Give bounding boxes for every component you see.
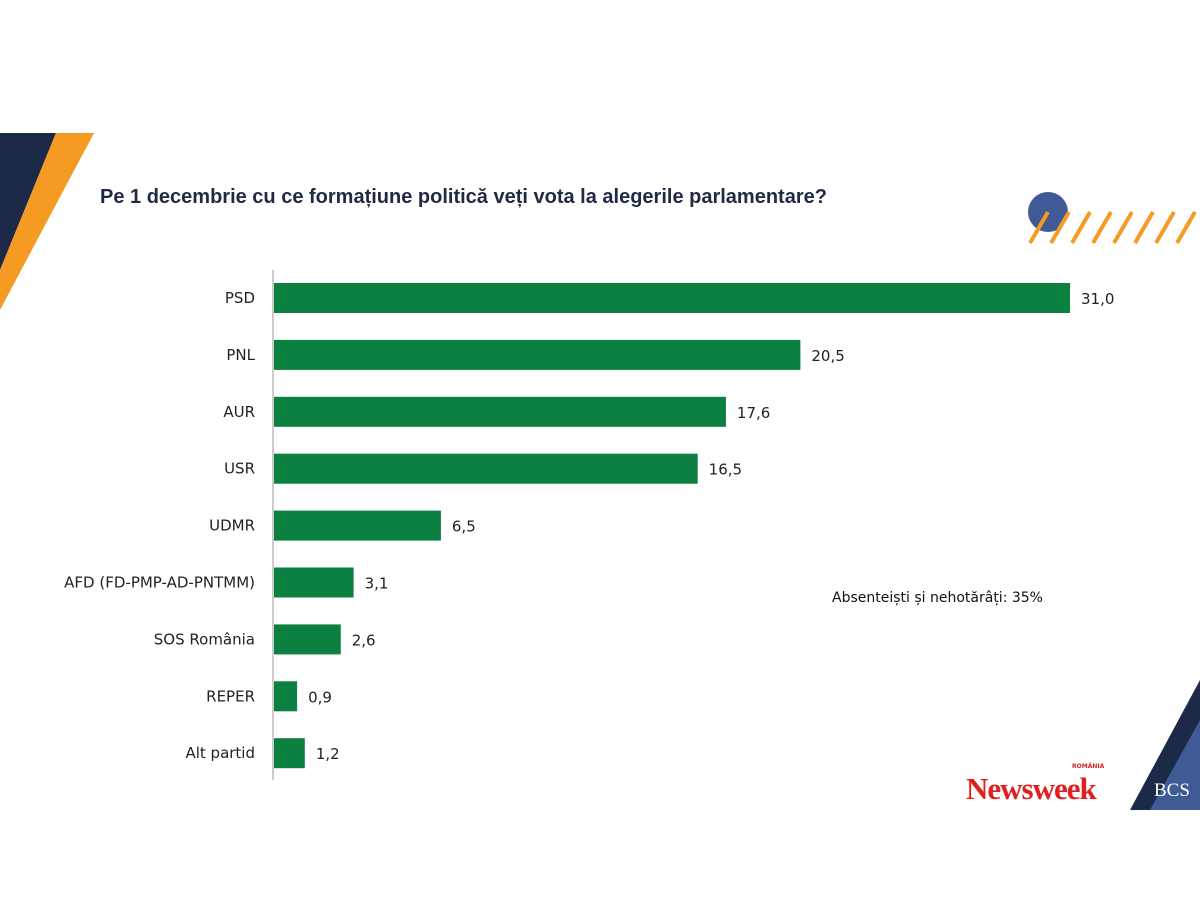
orange-stripe [0,133,94,310]
category-label: Alt partid [185,744,255,762]
category-label: SOS România [154,630,255,648]
category-label: PSD [225,289,255,307]
value-label: 6,5 [452,518,476,536]
newsweek-sub-logo: ROMÂNIA [1072,763,1105,770]
category-label: AUR [223,403,255,421]
value-label: 16,5 [709,461,742,479]
hatch-line [1049,210,1071,245]
hatch-line [1070,210,1092,245]
category-label: USR [224,460,255,478]
bar-0 [274,283,1070,313]
hatch-line [1154,210,1176,245]
hatch-line [1112,210,1134,245]
category-label: PNL [226,346,255,364]
bar-7 [274,681,298,712]
bar-4 [274,510,441,541]
hatch-line [1091,210,1113,245]
bar-1 [274,339,801,370]
value-label: 1,2 [316,745,340,763]
bar-2 [274,396,726,427]
value-label: 0,9 [308,688,332,706]
newsweek-logo: Newsweek [966,771,1097,806]
hatch-line [1028,210,1050,245]
blue-triangle [1150,720,1200,810]
value-label: 3,1 [365,575,389,593]
value-label: 17,6 [737,404,770,422]
value-label: 2,6 [352,631,376,649]
hatch-line [1133,210,1155,245]
bar-6 [274,624,341,655]
bar-8 [274,738,305,769]
bar-5 [274,567,354,598]
annotation: Absenteiști și nehotărâți: 35% [832,590,1043,606]
value-label: 20,5 [811,347,844,365]
value-label: 31,0 [1081,290,1114,308]
chart-title: Pe 1 decembrie cu ce formațiune politică… [100,186,827,208]
category-label: UDMR [209,517,255,535]
bcs-logo: BCS [1154,780,1190,801]
hatch-decoration [1028,210,1197,245]
bar-3 [274,453,698,484]
category-label: REPER [206,687,255,705]
hatch-line [1175,210,1197,245]
category-label: AFD (FD-PMP-AD-PNTMM) [64,574,255,592]
